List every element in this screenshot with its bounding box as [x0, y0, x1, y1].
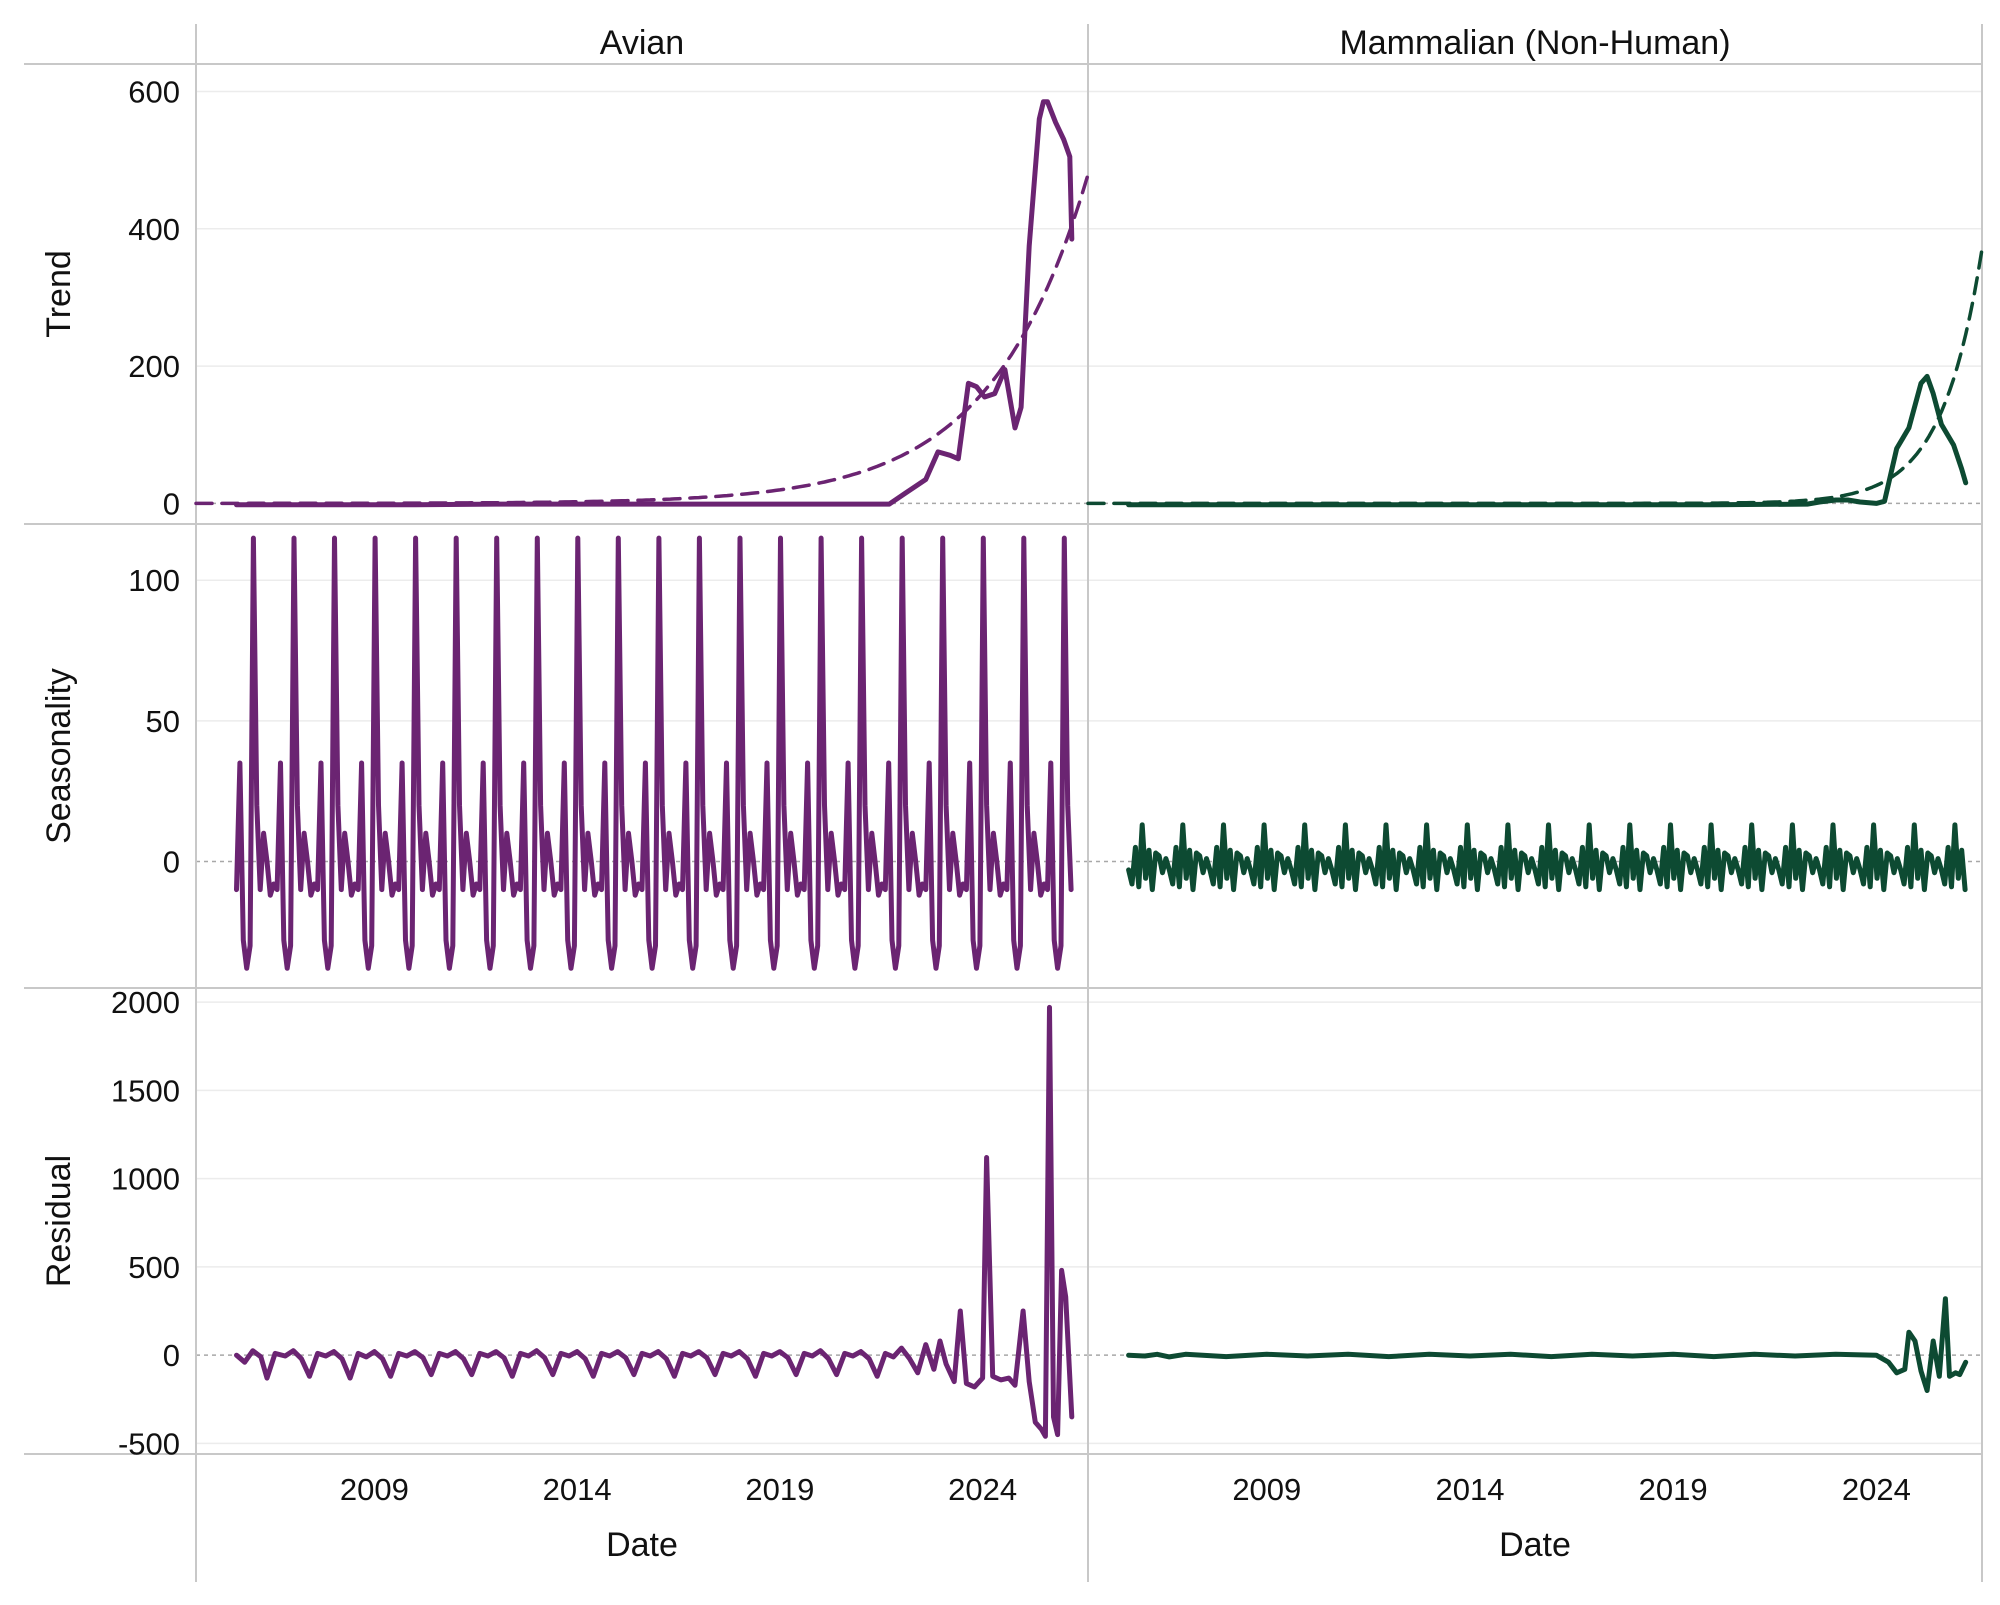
mammal-trend-fit-line	[1086, 247, 1984, 506]
avian-trend-line	[234, 99, 1075, 508]
row-title: Trend	[40, 250, 78, 338]
y-tick-label: 0	[163, 1338, 180, 1373]
label-layer: Avian Mammalian (Non-Human) Trend 0 200 400 60…	[40, 24, 1911, 1564]
column-title: Avian	[600, 24, 684, 62]
y-tick-label: 0	[163, 844, 180, 879]
x-tick-label: 2014	[1435, 1472, 1504, 1507]
mammal-trend-line	[1126, 373, 1969, 508]
y-tick-label: 100	[128, 563, 180, 598]
x-tick-label: 2024	[1842, 1472, 1911, 1507]
frame-layer	[24, 24, 1983, 1582]
x-tick-label: 2024	[948, 1472, 1017, 1507]
y-tick-label: -500	[118, 1426, 180, 1461]
x-tick-label: 2019	[745, 1472, 814, 1507]
y-tick-label: 2000	[111, 985, 180, 1020]
y-tick-label: 600	[128, 74, 180, 109]
mammal-residual-line	[1126, 1296, 1969, 1393]
column-title: Mammalian (Non-Human)	[1339, 24, 1730, 62]
avian-residual-line	[234, 1004, 1075, 1439]
x-tick-label: 2009	[340, 1472, 409, 1507]
row-title: Seasonality	[40, 668, 78, 844]
x-tick-label: 2014	[543, 1472, 612, 1507]
x-axis-title: Date	[606, 1526, 678, 1564]
y-tick-label: 0	[163, 486, 180, 521]
y-tick-label: 50	[146, 704, 180, 739]
avian-seasonality-line	[234, 535, 1074, 971]
row-title: Residual	[40, 1155, 78, 1287]
y-tick-label: 500	[128, 1250, 180, 1285]
y-tick-label: 400	[128, 212, 180, 247]
x-axis-title: Date	[1499, 1526, 1571, 1564]
series-layer	[194, 99, 1984, 1439]
y-tick-label: 1500	[111, 1073, 180, 1108]
y-tick-label: 1000	[111, 1162, 180, 1197]
mammal-seasonality-line	[1126, 822, 1968, 893]
avian-trend-fit-line	[194, 172, 1090, 506]
x-tick-label: 2009	[1232, 1472, 1301, 1507]
x-tick-label: 2019	[1639, 1472, 1708, 1507]
y-tick-label: 200	[128, 349, 180, 384]
